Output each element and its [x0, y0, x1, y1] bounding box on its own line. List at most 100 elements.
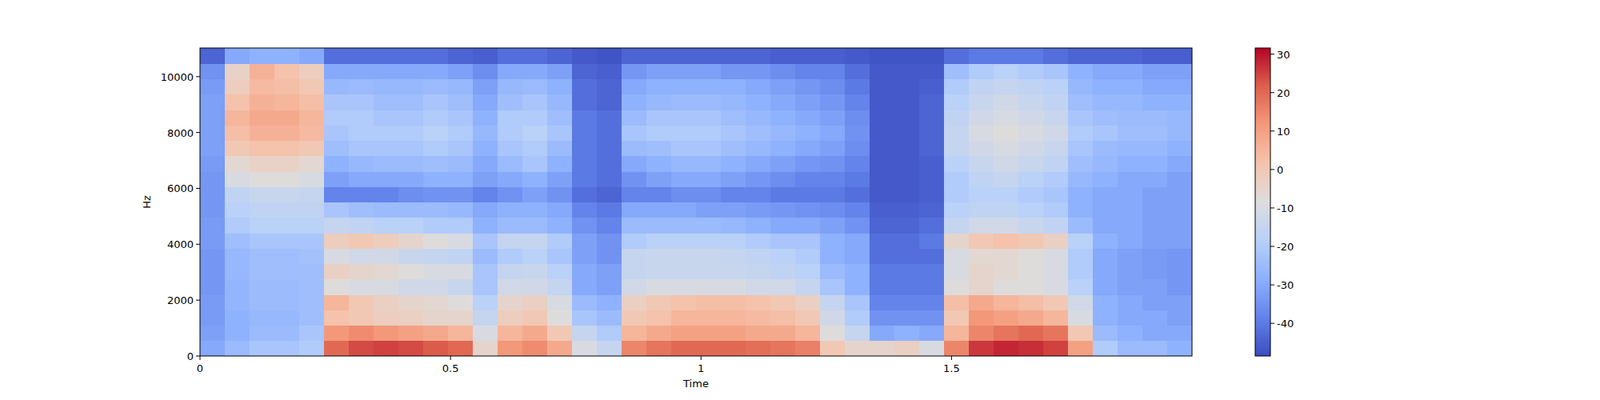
- cell: [547, 63, 573, 80]
- cell: [621, 63, 648, 80]
- cell: [646, 202, 672, 219]
- cell: [993, 264, 1020, 280]
- cell: [423, 109, 449, 126]
- cell: [547, 309, 573, 326]
- cell: [224, 140, 251, 157]
- cell: [621, 124, 648, 141]
- cell: [919, 202, 945, 219]
- cell: [497, 248, 524, 264]
- cell: [1068, 156, 1094, 172]
- cell: [448, 232, 474, 249]
- cell: [472, 171, 499, 188]
- cell: [249, 124, 276, 141]
- cell: [596, 79, 623, 96]
- cell: [696, 279, 722, 296]
- cell: [423, 186, 449, 203]
- cell: [844, 264, 871, 280]
- cell: [1117, 156, 1144, 172]
- cell: [547, 124, 573, 141]
- cell: [1167, 186, 1192, 203]
- cell: [869, 340, 896, 356]
- cell: [919, 171, 945, 188]
- cell: [423, 140, 449, 157]
- cell: [448, 264, 474, 280]
- frame: [200, 48, 1192, 356]
- cell: [448, 79, 474, 96]
- cell: [696, 156, 722, 172]
- cell: [373, 340, 400, 356]
- cell: [1142, 202, 1168, 219]
- cell: [1117, 124, 1144, 141]
- cell: [423, 279, 449, 296]
- cell: [869, 156, 896, 172]
- cell: [696, 264, 722, 280]
- cell: [398, 340, 424, 356]
- cell: [993, 171, 1020, 188]
- cell: [572, 156, 598, 172]
- cell: [472, 94, 499, 111]
- cell: [200, 156, 226, 172]
- cell: [274, 264, 300, 280]
- cell: [1043, 109, 1069, 126]
- cell: [200, 217, 226, 234]
- cell: [1043, 48, 1069, 64]
- cell: [869, 325, 896, 342]
- cell: [770, 325, 796, 342]
- cell: [423, 217, 449, 234]
- cell: [398, 248, 424, 264]
- cell: [497, 309, 524, 326]
- cell: [472, 279, 499, 296]
- cell: [696, 171, 722, 188]
- cell: [671, 294, 697, 311]
- cell: [720, 156, 747, 172]
- cell: [522, 48, 548, 64]
- cell: [324, 156, 350, 172]
- cell: [621, 264, 648, 280]
- cell: [274, 124, 300, 141]
- cell: [497, 279, 524, 296]
- cell: [522, 325, 548, 342]
- cell: [200, 109, 226, 126]
- cell: [968, 63, 995, 80]
- cell: [1167, 340, 1192, 356]
- cell: [472, 217, 499, 234]
- cell: [696, 232, 722, 249]
- cell: [820, 202, 846, 219]
- cell: [944, 217, 970, 234]
- cell: [1142, 232, 1168, 249]
- cell: [200, 63, 226, 80]
- cell: [274, 79, 300, 96]
- cell: [894, 217, 920, 234]
- cell: [1142, 171, 1168, 188]
- cell: [373, 94, 400, 111]
- cell: [1092, 124, 1119, 141]
- cell: [249, 217, 276, 234]
- cell: [968, 79, 995, 96]
- cell: [1068, 140, 1094, 157]
- cell: [671, 94, 697, 111]
- cell: [398, 124, 424, 141]
- cell: [299, 202, 325, 219]
- cell: [844, 140, 871, 157]
- cell: [968, 248, 995, 264]
- cell: [448, 48, 474, 64]
- cell: [224, 109, 251, 126]
- cell: [1043, 232, 1069, 249]
- cell: [398, 264, 424, 280]
- cell: [324, 294, 350, 311]
- cell: [919, 325, 945, 342]
- cell: [522, 202, 548, 219]
- cell: [795, 232, 821, 249]
- cell: [522, 94, 548, 111]
- x-axis-label: Time: [682, 377, 709, 390]
- cell: [1018, 186, 1044, 203]
- x-tick-label: 1: [697, 362, 704, 375]
- y-tick-label: 2000: [167, 294, 194, 307]
- cell: [348, 264, 375, 280]
- colorbar-tick-label: 10: [1276, 125, 1291, 138]
- cell: [1092, 140, 1119, 157]
- cell: [1167, 248, 1192, 264]
- cell: [1117, 248, 1144, 264]
- cell: [398, 79, 424, 96]
- cell: [1043, 309, 1069, 326]
